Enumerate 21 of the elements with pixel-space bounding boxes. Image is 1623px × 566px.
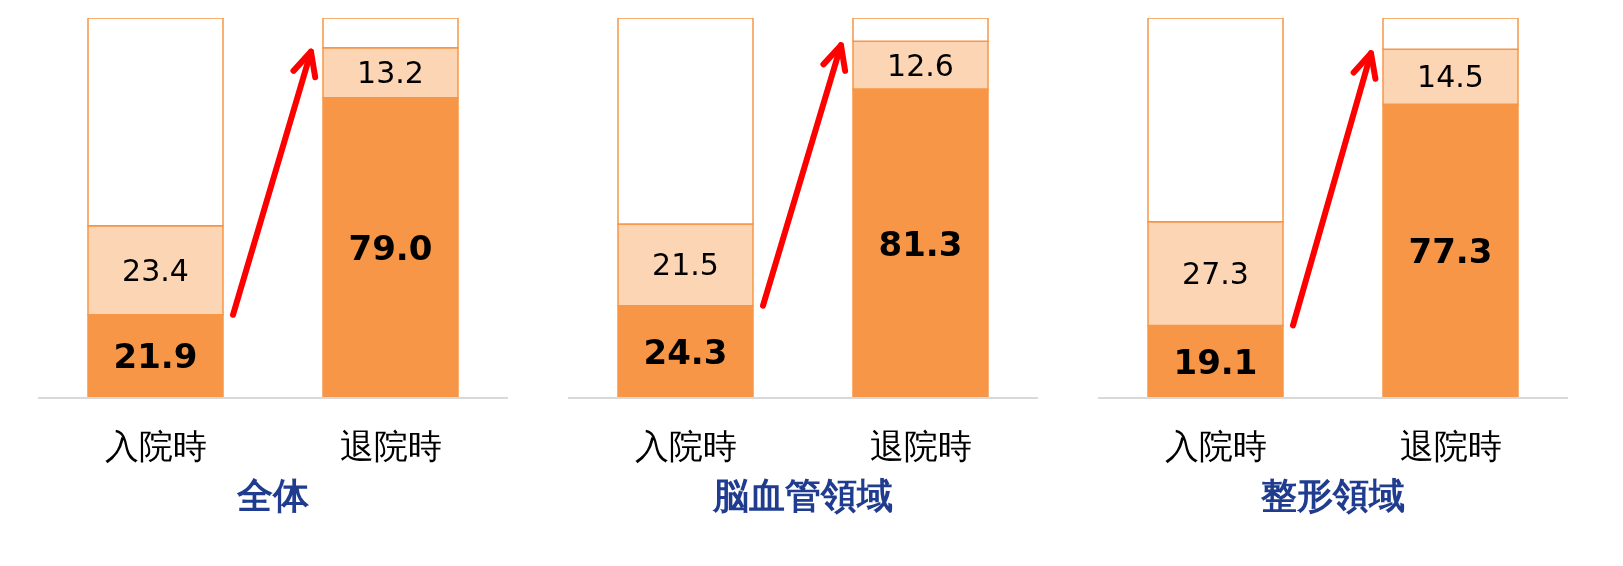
data-label: 77.3 — [1408, 231, 1493, 272]
data-label: 24.3 — [643, 331, 728, 372]
x-tick-label: 入院時 — [1164, 426, 1267, 467]
x-tick-label: 入院時 — [104, 426, 207, 467]
text: 整形領域 — [1260, 474, 1406, 518]
data-label: 21.5 — [652, 247, 719, 283]
text: 全体 — [236, 474, 310, 518]
x-tick-label: 入院時 — [634, 426, 737, 467]
data-label: 13.2 — [357, 55, 424, 91]
data-label: 19.1 — [1173, 341, 1258, 382]
data-label: 14.5 — [1417, 59, 1484, 95]
data-label: 12.6 — [887, 47, 954, 83]
data-label: 21.9 — [113, 336, 198, 377]
data-label: 23.4 — [122, 252, 189, 288]
data-label: 27.3 — [1182, 256, 1249, 292]
x-tick-label: 退院時 — [339, 426, 442, 467]
data-label: 79.0 — [348, 227, 433, 268]
x-tick-label: 退院時 — [869, 426, 972, 467]
x-tick-label: 退院時 — [1399, 426, 1502, 467]
data-label: 81.3 — [878, 223, 963, 264]
text: 脳血管領域 — [711, 474, 894, 518]
